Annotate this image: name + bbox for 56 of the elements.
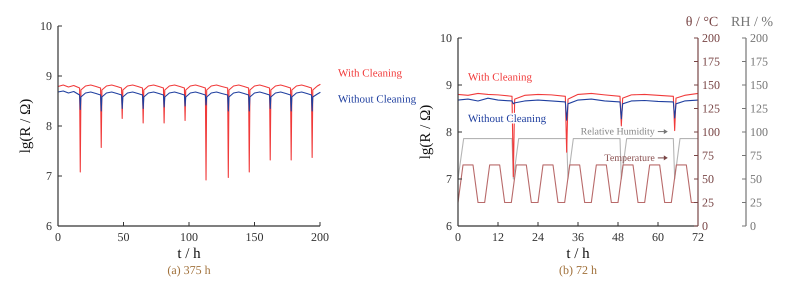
x-tick-label: 150 [246,230,264,244]
x-tick-label: 0 [455,230,461,244]
text: (b) 72 h [559,263,597,277]
x-tick-label: 48 [612,230,624,244]
y3-tick-label: 0 [750,219,756,233]
line-series [57,90,321,112]
x-tick-label: 72 [692,230,704,244]
y3-tick-label: 75 [750,148,762,162]
series-label: Temperature [604,152,656,164]
y3-tick-label: 25 [750,196,762,210]
y2-tick-label: 50 [702,172,714,186]
y2-tick-label: 100 [702,125,720,139]
y-tick-label: 7 [446,172,452,186]
y2-tick-label: 25 [702,196,714,210]
series-label: With Cleaning [468,71,533,84]
x-tick-label: 24 [532,230,544,244]
y2-tick-label: 75 [702,148,714,162]
y3-tick-label: 50 [750,172,762,186]
y-tick-label: 9 [46,69,52,83]
x-tick-label: 60 [652,230,664,244]
x-tick-label: 100 [180,230,198,244]
x-tick-label: 50 [118,230,130,244]
y-axis-title: lg(R / Ω) [18,98,34,154]
x-axis-title: t / h [566,246,590,262]
series-label: With Cleaning [338,68,403,80]
y-tick-label: 7 [46,169,52,183]
x-tick-label: 12 [492,230,504,244]
y2-tick-label: 150 [702,78,720,92]
y-tick-label: 6 [446,219,452,233]
y3-axis-title: RH / % [731,15,774,30]
text: (a) 375 h [167,263,211,277]
y3-tick-label: 100 [750,125,768,139]
y-axis-title: lg(R / Ω) [418,104,434,160]
y3-tick-label: 150 [750,78,768,92]
y-tick-label: 8 [46,119,52,133]
line-series [457,92,699,178]
y2-tick-label: 200 [702,31,720,45]
y2-axis-title: θ / °C [686,15,718,30]
y-tick-label: 10 [440,31,452,45]
line-series [57,84,321,181]
y2-tick-label: 125 [702,102,720,116]
y2-tick-label: 175 [702,54,720,68]
y-tick-label: 8 [446,125,452,139]
x-tick-label: 0 [55,230,61,244]
x-tick-label: 200 [311,230,329,244]
y2-tick-label: 0 [702,219,708,233]
x-tick-label: 36 [572,230,584,244]
y-tick-label: 9 [446,78,452,92]
series-label: Without Cleaning [338,94,417,106]
series-label: Relative Humidity [580,126,655,138]
y-tick-label: 10 [40,19,52,33]
y3-tick-label: 200 [750,31,768,45]
x-axis-title: t / h [177,246,202,262]
y3-tick-label: 125 [750,102,768,116]
y-tick-label: 6 [46,219,52,233]
y3-tick-label: 175 [750,54,768,68]
